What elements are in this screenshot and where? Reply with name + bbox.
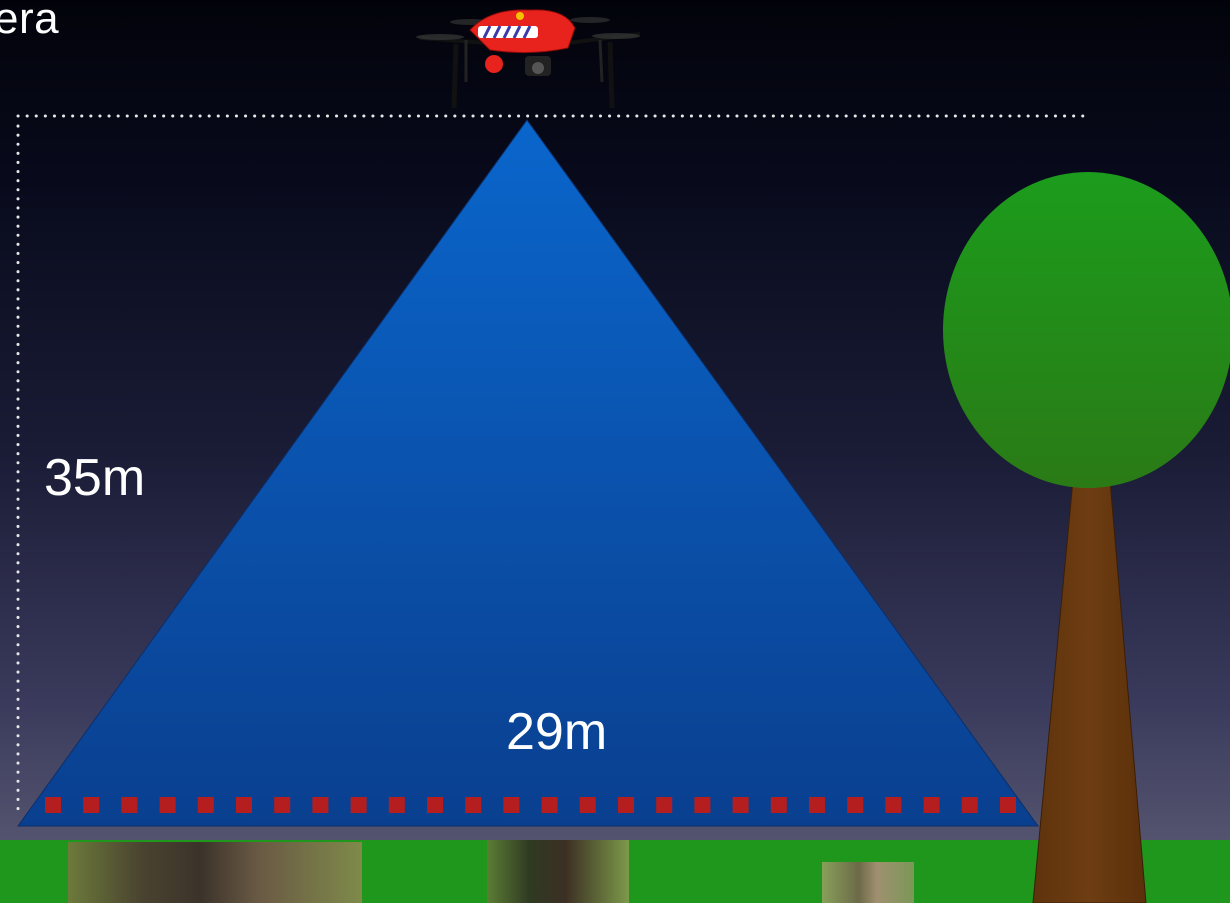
sensor-square xyxy=(923,797,940,813)
sensor-square xyxy=(45,797,61,813)
sensor-square xyxy=(83,797,100,813)
sensor-square xyxy=(312,797,329,813)
sensor-square xyxy=(885,797,902,813)
sensor-square xyxy=(847,797,864,813)
small-animal-photo xyxy=(822,862,914,903)
sensor-square xyxy=(579,797,596,813)
sensor-square xyxy=(1000,797,1016,813)
slide-title: era xyxy=(0,0,60,43)
sensor-square xyxy=(388,797,405,813)
sensor-square xyxy=(465,797,482,813)
sensor-square xyxy=(694,797,711,813)
sensor-square xyxy=(350,797,367,813)
wild-boar-photo xyxy=(68,842,362,903)
sensor-square xyxy=(961,797,978,813)
camera-field-of-view-cone xyxy=(17,119,1039,827)
sensor-square xyxy=(236,797,252,813)
sensor-square xyxy=(274,797,291,813)
sensor-square xyxy=(618,797,634,813)
sensor-square xyxy=(541,797,558,813)
sensor-square xyxy=(121,797,138,813)
tree-trunk xyxy=(1032,479,1147,903)
sensor-square xyxy=(503,797,520,813)
sensor-square xyxy=(197,797,214,813)
tree-crown xyxy=(943,172,1230,488)
tree-icon xyxy=(943,172,1230,903)
sensor-square xyxy=(732,797,749,813)
sensor-square xyxy=(427,797,443,813)
sensor-square xyxy=(809,797,825,813)
drone-icon xyxy=(416,9,641,109)
sensor-pixel-row xyxy=(45,797,1016,813)
fawn-photo xyxy=(487,840,629,903)
sensor-square xyxy=(770,797,787,813)
width-label: 29m xyxy=(506,703,608,761)
sensor-square xyxy=(159,797,176,813)
sensor-square xyxy=(656,797,673,813)
height-label: 35m xyxy=(44,449,146,507)
